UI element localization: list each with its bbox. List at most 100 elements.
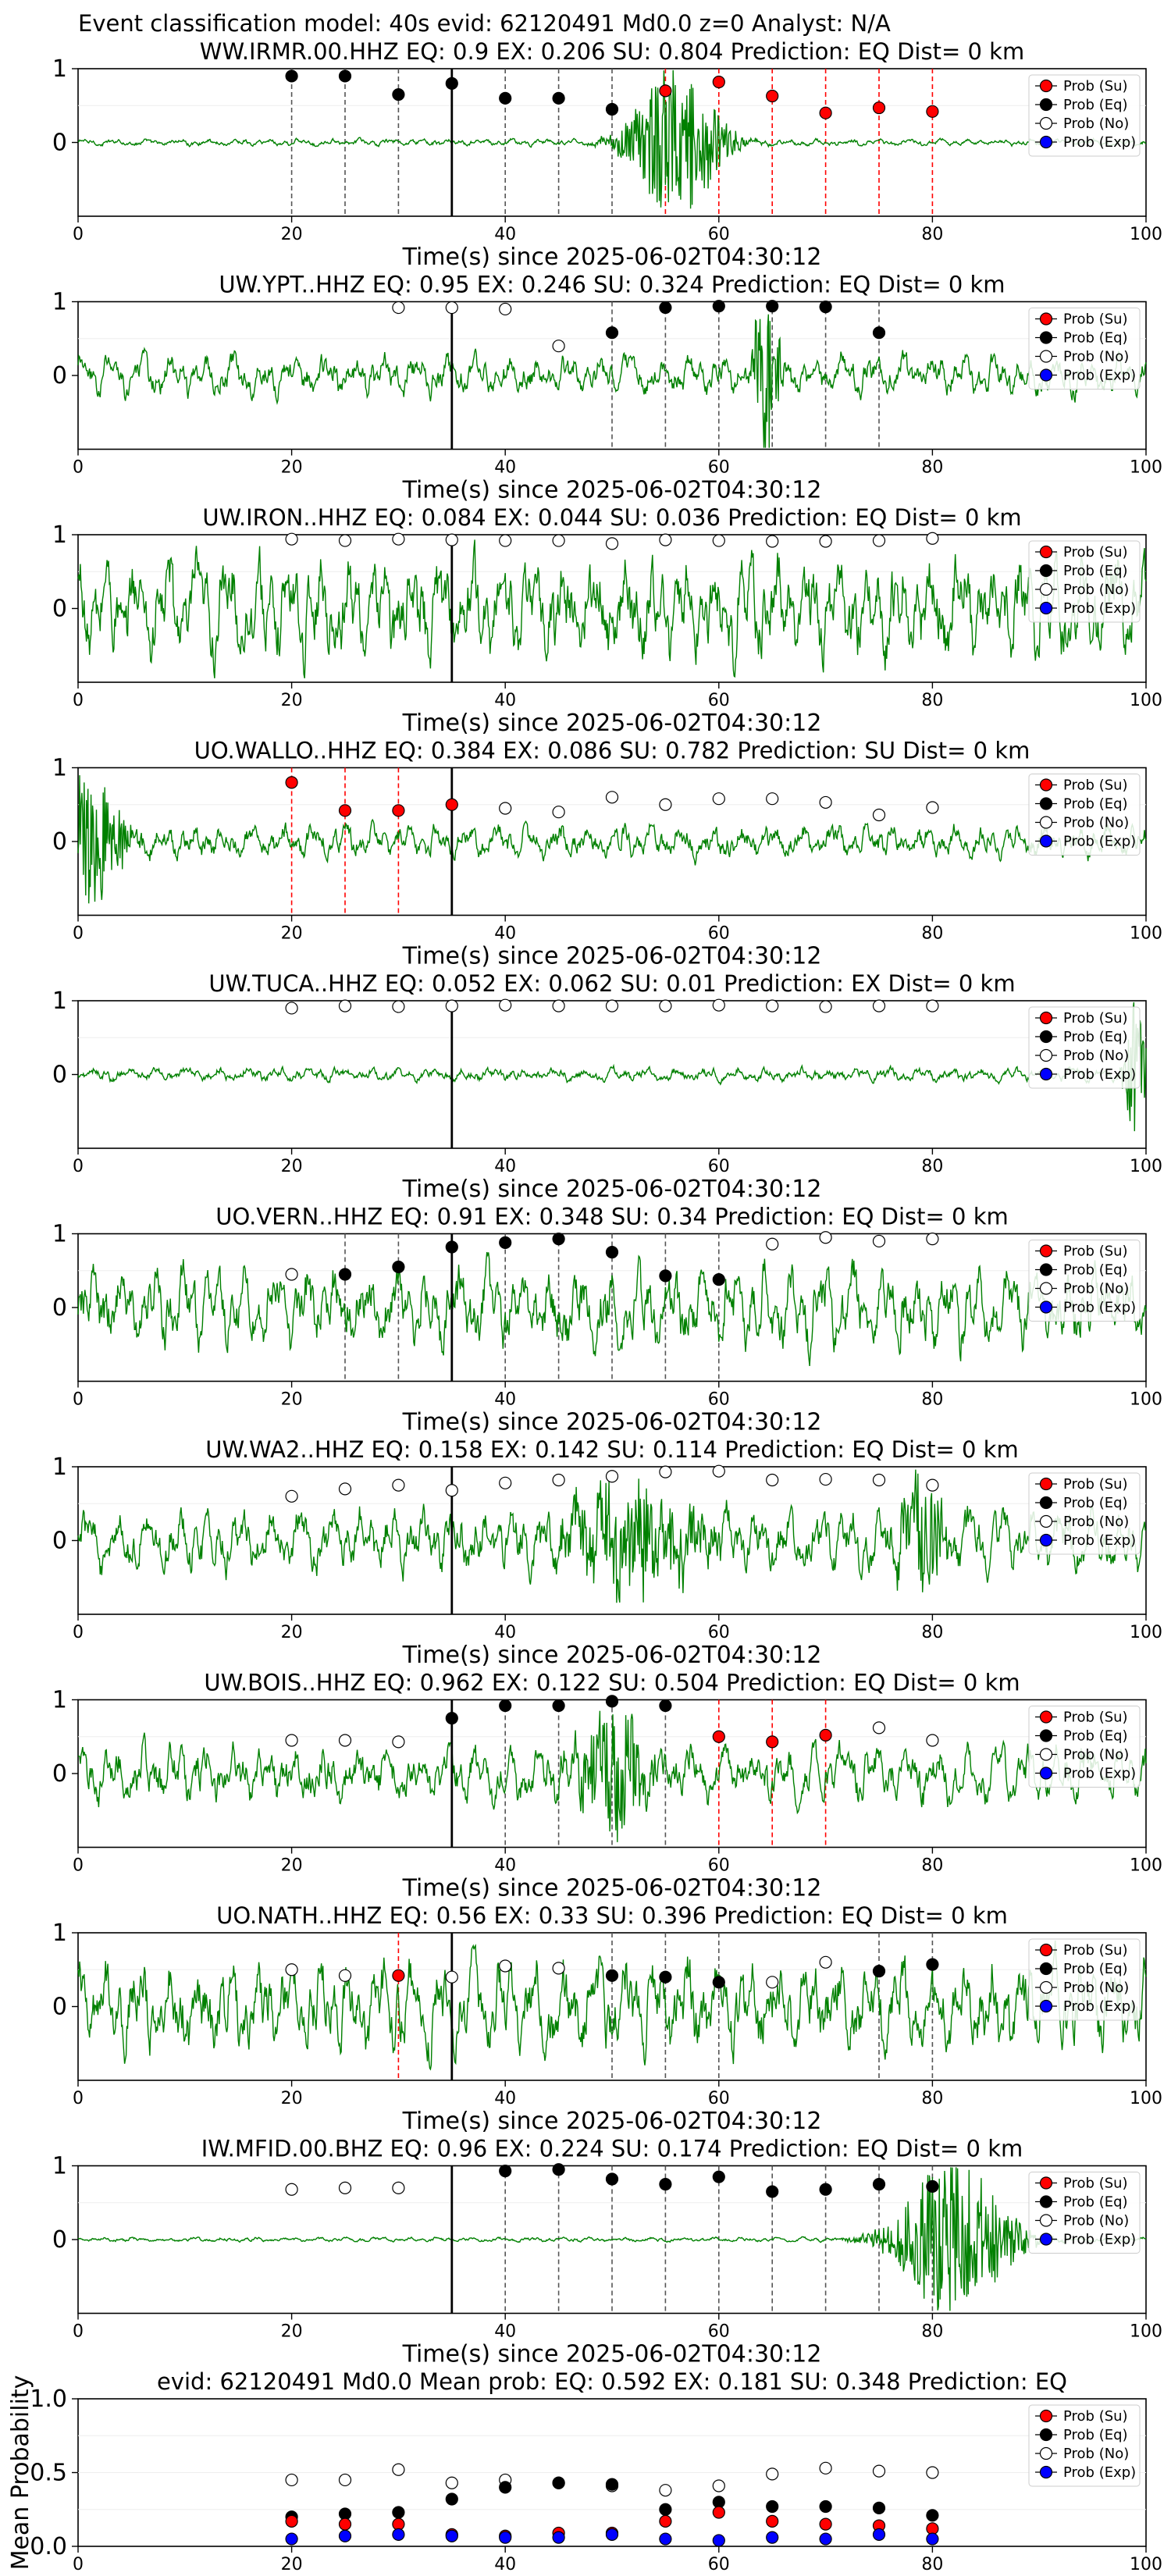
legend-label-exp: Prob (Exp) [1063,600,1136,617]
legend-marker-exp [1039,1767,1053,1780]
panels: WW.IRMR.00.HHZ EQ: 0.9 EX: 0.206 SU: 0.8… [7,38,1162,2574]
prob-marker-no [712,998,725,1012]
legend-label-exp: Prob (Exp) [1063,2464,1136,2481]
legend-label-su: Prob (Su) [1063,2176,1128,2192]
y-tick-label: 0 [52,1760,67,1788]
legend-marker-eq [1039,2428,1053,2442]
legend [1028,1938,1141,2021]
x-tick-label: 100 [1130,225,1162,244]
mean-prob-marker-exp [552,2531,565,2544]
prob-marker-su [392,804,405,817]
x-tick-label: 20 [281,458,303,478]
prob-marker-no [926,999,939,1012]
axes-frame [77,534,1147,683]
prob-marker-no [499,534,512,547]
mean-prob-marker-exp [338,2529,352,2542]
prob-marker-eq [872,2178,886,2191]
legend-label-su: Prob (Su) [1063,1244,1128,1260]
x-tick-label: 0 [73,1856,84,1876]
legend-marker-su [1039,1943,1053,1957]
mean-prob-marker-su [285,2514,298,2528]
panel-3: UW.IRON..HHZ EQ: 0.084 EX: 0.044 SU: 0.0… [52,504,1162,737]
x-tick-label: 80 [921,2089,943,2108]
x-tick-label: 60 [708,2555,730,2574]
prob-marker-su [392,1969,405,1982]
legend-marker-no [1039,816,1053,829]
panel-title: UO.NATH..HHZ EQ: 0.56 EX: 0.33 SU: 0.396… [216,1902,1008,1929]
y-axis-label: Mean Probability [7,2375,34,2571]
panel-6: UO.VERN..HHZ EQ: 0.91 EX: 0.348 SU: 0.34… [52,1204,1162,1436]
x-axis-label: Time(s) since 2025-06-02T04:30:12 [402,2341,822,2368]
legend-label-eq: Prob (Eq) [1063,1961,1128,1977]
x-tick-label: 60 [708,1623,730,1642]
prob-marker-no [819,1472,832,1486]
mean-prob-marker-su [819,2517,832,2531]
prob-marker-eq [659,2178,672,2191]
legend-marker-su [1039,79,1053,93]
legend-marker-eq [1039,331,1053,344]
prob-marker-no [392,301,405,315]
panel-title: UW.TUCA..HHZ EQ: 0.052 EX: 0.062 SU: 0.0… [208,970,1015,997]
legend-marker-eq [1039,1030,1053,1044]
y-tick-label: 0 [52,362,67,390]
figure-title: Event classification model: 40s evid: 62… [78,10,891,37]
x-tick-label: 100 [1130,1390,1162,1410]
prob-marker-no [872,1721,886,1735]
prob-marker-eq [659,1970,672,1984]
prob-marker-no [926,1734,939,1747]
prob-marker-eq [819,2183,832,2196]
legend [1028,74,1141,157]
legend-label-su: Prob (Su) [1063,1710,1128,1726]
legend-marker-no [1039,1980,1053,1994]
legend-label-no: Prob (No) [1063,1048,1129,1064]
prob-marker-no [926,532,939,545]
x-tick-label: 20 [281,1623,303,1642]
legend-marker-su [1039,545,1053,559]
waveform [77,539,1147,679]
prob-marker-eq [552,91,565,105]
legend-label-eq: Prob (Eq) [1063,1029,1128,1045]
legend [1028,540,1141,623]
legend-marker-su [1039,778,1053,792]
legend-marker-exp [1039,834,1053,848]
x-tick-label: 20 [281,691,303,710]
y-tick-label: 0 [52,1294,67,1322]
x-tick-label: 40 [494,225,516,244]
prob-marker-no [819,1231,832,1244]
legend-label-exp: Prob (Exp) [1063,134,1136,151]
prob-marker-no [392,2181,405,2194]
legend-label-no: Prob (No) [1063,349,1129,365]
x-tick-label: 20 [281,2089,303,2108]
panel-11: evid: 62120491 Md0.0 Mean prob: EQ: 0.59… [7,2368,1162,2574]
x-axis-label: Time(s) since 2025-06-02T04:30:12 [402,1642,822,1669]
y-tick-label: 1 [52,1453,67,1481]
prob-marker-no [445,999,458,1012]
panel-title: IW.MFID.00.BHZ EQ: 0.96 EX: 0.224 SU: 0.… [201,2136,1023,2162]
x-tick-label: 0 [73,691,84,710]
x-tick-label: 100 [1130,1623,1162,1642]
x-tick-label: 100 [1130,2089,1162,2108]
prob-marker-no [285,2183,298,2196]
prob-marker-no [392,1735,405,1749]
prob-marker-no [605,537,619,550]
x-tick-label: 60 [708,691,730,710]
legend-marker-no [1039,2446,1053,2460]
mean-prob-marker-exp [926,2532,939,2546]
legend-marker-eq [1039,1496,1053,1510]
y-tick-label: 1 [52,755,67,782]
prob-marker-su [712,75,725,89]
prob-marker-eq [338,1268,352,1281]
y-tick-label: 0 [52,596,67,623]
y-tick-label: 0 [52,2226,67,2254]
prob-marker-no [712,792,725,806]
waveform [77,2167,1147,2311]
prob-marker-eq [605,326,619,340]
legend-marker-su [1039,1477,1053,1491]
legend-marker-exp [1039,601,1053,615]
x-tick-label: 20 [281,1856,303,1876]
prob-marker-eq [392,87,405,101]
x-tick-label: 40 [494,924,516,944]
mean-prob-marker-eq [659,2503,672,2516]
y-tick-label: 0 [52,130,67,157]
mean-prob-marker-exp [499,2531,512,2544]
